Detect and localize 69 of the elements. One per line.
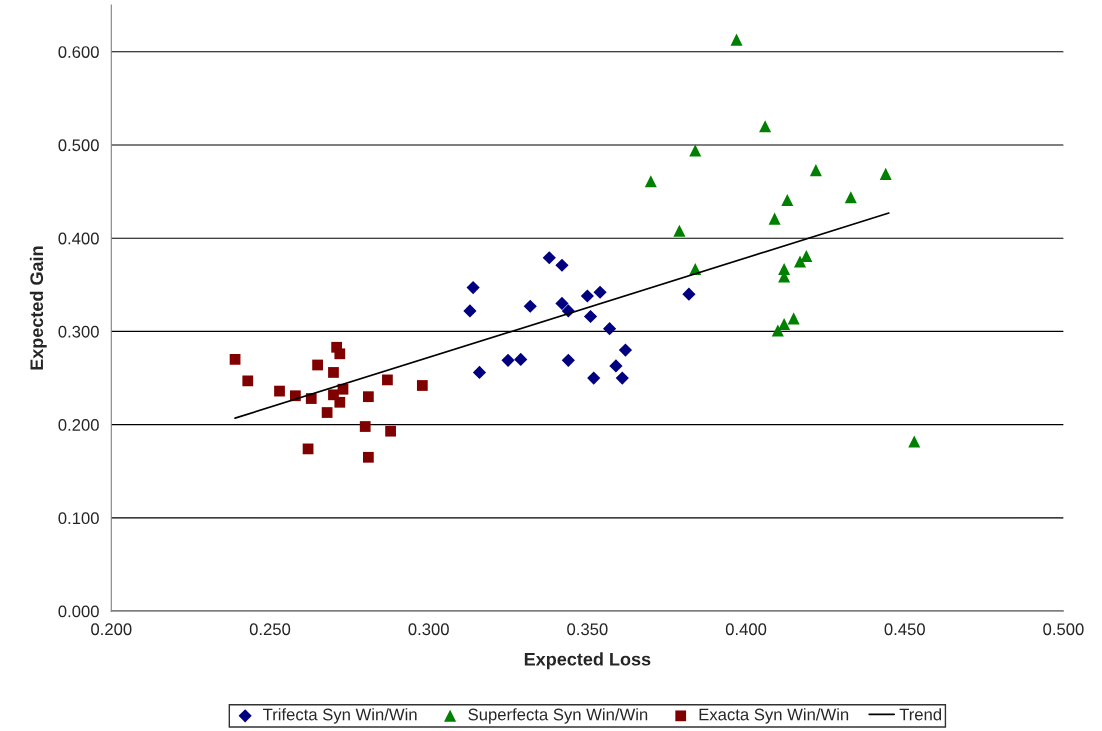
y-tick-label: 0.600 — [58, 46, 99, 58]
legend-label: Trend — [899, 708, 942, 721]
legend-label: Exacta Syn Win/Win — [699, 708, 849, 724]
legend-label: Trifecta Syn Win/Win — [263, 708, 417, 724]
x-tick-label: 0.450 — [884, 623, 925, 636]
point — [759, 120, 772, 133]
point — [542, 251, 556, 265]
point — [555, 258, 569, 272]
point — [768, 212, 781, 225]
point — [787, 312, 800, 325]
point — [673, 224, 686, 237]
point — [561, 353, 575, 367]
y-tick-label: 0.100 — [58, 512, 99, 525]
point — [334, 348, 346, 360]
point — [602, 322, 617, 336]
point — [793, 255, 807, 268]
legend-label: Superfecta Syn Win/Win — [468, 708, 648, 724]
y-tick-label: 0.300 — [58, 325, 99, 338]
y-tick-label: 0.400 — [58, 232, 99, 245]
point — [385, 425, 396, 437]
x-tick-label: 0.250 — [249, 623, 291, 636]
point — [312, 359, 323, 371]
y-tick-label: 0.000 — [58, 605, 99, 618]
point — [778, 317, 791, 330]
point — [463, 304, 477, 318]
point — [587, 371, 601, 385]
point — [416, 380, 428, 391]
x-tick-label: 0.200 — [91, 623, 132, 636]
point — [472, 365, 487, 380]
point — [583, 309, 598, 324]
point — [229, 354, 241, 365]
point — [730, 33, 743, 46]
point — [609, 359, 623, 373]
point — [514, 352, 528, 366]
point — [501, 353, 515, 367]
point — [363, 391, 374, 403]
point — [800, 249, 813, 262]
point — [908, 435, 921, 448]
point — [682, 287, 696, 301]
point — [359, 421, 371, 432]
point — [618, 343, 633, 357]
point — [334, 396, 346, 408]
point — [593, 285, 607, 299]
point — [781, 193, 794, 206]
x-tick-label: 0.300 — [408, 623, 449, 636]
point — [328, 367, 339, 378]
y-axis-title: Expected Gain — [29, 246, 47, 370]
point — [879, 167, 892, 180]
point — [382, 374, 393, 386]
point — [809, 164, 822, 177]
point — [580, 289, 594, 303]
x-tick-label: 0.400 — [725, 623, 767, 636]
point — [555, 296, 569, 311]
point — [844, 191, 857, 204]
y-tick-label: 0.500 — [58, 139, 99, 152]
point — [321, 407, 333, 418]
point — [242, 375, 254, 387]
x-tick-label: 0.350 — [567, 623, 608, 636]
point — [615, 371, 629, 385]
point — [771, 324, 784, 337]
point — [466, 281, 480, 295]
point — [274, 385, 285, 397]
point — [523, 299, 537, 313]
point — [644, 175, 657, 188]
x-tick-label: 0.500 — [1043, 623, 1084, 636]
y-tick-label: 0.200 — [58, 419, 99, 431]
point — [689, 144, 702, 157]
x-axis-title: Expected Loss — [524, 652, 651, 670]
point — [363, 451, 374, 463]
